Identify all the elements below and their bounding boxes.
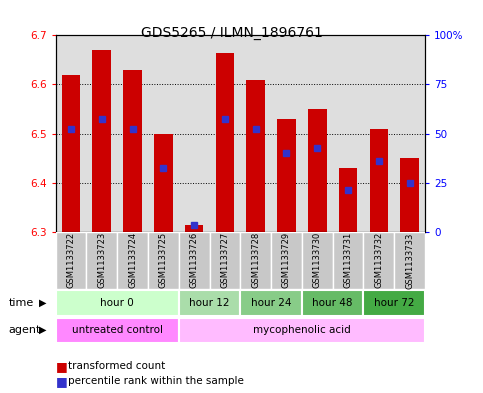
Bar <box>302 232 333 289</box>
Bar <box>179 290 240 316</box>
Bar <box>302 35 333 232</box>
Text: mycophenolic acid: mycophenolic acid <box>253 325 351 335</box>
Bar <box>56 318 179 343</box>
Bar <box>86 35 117 232</box>
Text: GDS5265 / ILMN_1896761: GDS5265 / ILMN_1896761 <box>141 26 323 40</box>
Bar <box>117 232 148 289</box>
Bar <box>339 168 357 232</box>
Bar <box>364 290 425 316</box>
Text: percentile rank within the sample: percentile rank within the sample <box>68 376 243 386</box>
Text: GSM1133727: GSM1133727 <box>220 232 229 288</box>
Bar <box>400 158 419 232</box>
Text: transformed count: transformed count <box>68 361 165 371</box>
Bar <box>92 50 111 232</box>
Text: time: time <box>9 298 34 308</box>
Bar <box>117 35 148 232</box>
Text: hour 0: hour 0 <box>100 298 134 308</box>
Text: GSM1133724: GSM1133724 <box>128 232 137 288</box>
Bar <box>56 290 179 316</box>
Bar <box>246 79 265 232</box>
Text: GSM1133726: GSM1133726 <box>190 232 199 288</box>
Bar <box>179 232 210 289</box>
Text: ▶: ▶ <box>39 298 46 308</box>
Bar <box>179 35 210 232</box>
Text: GSM1133729: GSM1133729 <box>282 232 291 288</box>
Bar <box>56 35 86 232</box>
Bar <box>241 290 302 316</box>
Bar <box>394 35 425 232</box>
Text: GSM1133732: GSM1133732 <box>374 232 384 288</box>
Text: GSM1133730: GSM1133730 <box>313 232 322 288</box>
Bar <box>179 318 425 343</box>
Text: GSM1133725: GSM1133725 <box>159 232 168 288</box>
Text: agent: agent <box>9 325 41 335</box>
Bar <box>364 232 394 289</box>
Text: GSM1133733: GSM1133733 <box>405 232 414 288</box>
Bar <box>240 35 271 232</box>
Text: hour 48: hour 48 <box>313 298 353 308</box>
Bar <box>302 290 364 316</box>
Bar <box>154 134 172 232</box>
Text: untreated control: untreated control <box>71 325 163 335</box>
Bar <box>148 232 179 289</box>
Text: GSM1133728: GSM1133728 <box>251 232 260 288</box>
Bar <box>369 129 388 232</box>
Bar <box>185 224 203 232</box>
Text: GSM1133731: GSM1133731 <box>343 232 353 288</box>
Text: hour 12: hour 12 <box>189 298 230 308</box>
Bar <box>271 232 302 289</box>
Text: ■: ■ <box>56 375 67 388</box>
Bar <box>364 35 394 232</box>
Text: hour 72: hour 72 <box>374 298 414 308</box>
Text: hour 24: hour 24 <box>251 298 291 308</box>
Bar <box>333 35 364 232</box>
Bar <box>210 35 240 232</box>
Text: ▶: ▶ <box>39 325 46 335</box>
Bar <box>210 232 240 289</box>
Bar <box>62 75 80 232</box>
Bar <box>56 232 86 289</box>
Bar <box>271 35 302 232</box>
Bar <box>240 232 271 289</box>
Bar <box>86 232 117 289</box>
Bar <box>308 109 327 232</box>
Text: GSM1133722: GSM1133722 <box>67 232 75 288</box>
Bar <box>215 53 234 232</box>
Bar <box>148 35 179 232</box>
Bar <box>123 70 142 232</box>
Text: ■: ■ <box>56 360 67 373</box>
Bar <box>394 232 425 289</box>
Bar <box>333 232 364 289</box>
Bar <box>277 119 296 232</box>
Text: GSM1133723: GSM1133723 <box>97 232 106 288</box>
